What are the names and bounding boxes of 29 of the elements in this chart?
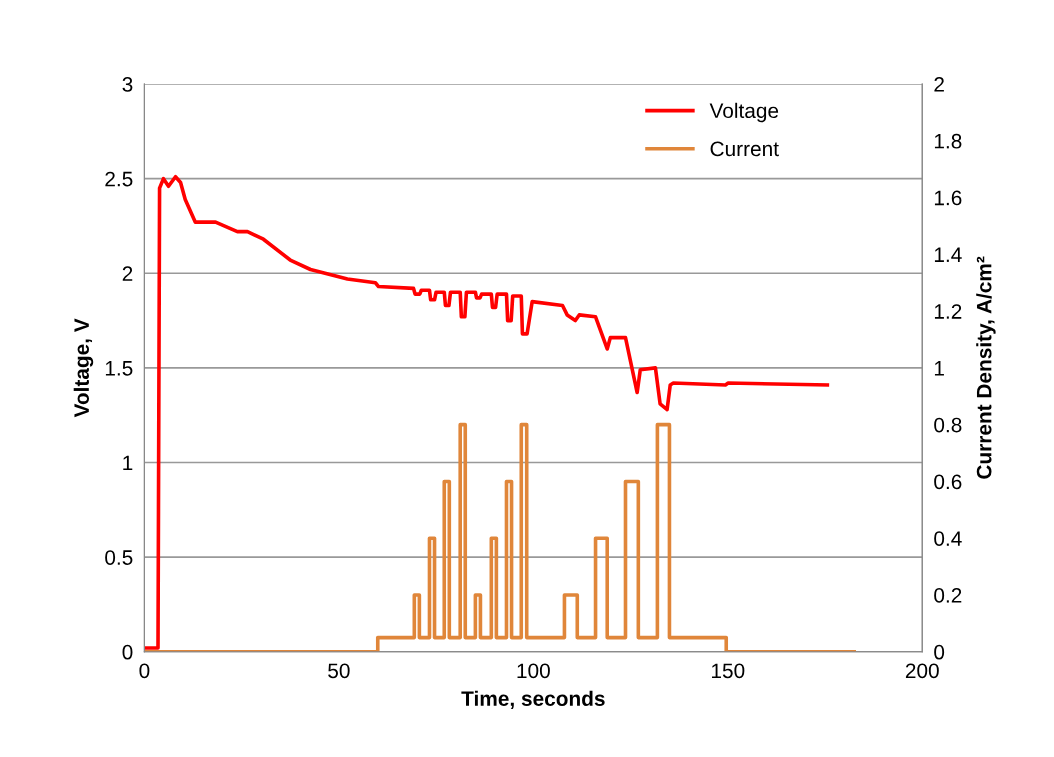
x-tick-label: 0 <box>139 663 150 679</box>
y2-tick-label: 0.8 <box>934 417 962 433</box>
y2-tick-label: 0.2 <box>934 588 962 603</box>
y-axis-title: Voltage, V <box>73 318 94 418</box>
y-tick-label: 0 <box>122 644 133 660</box>
legend-label: Voltage <box>709 102 779 123</box>
x-tick-label: 50 <box>328 663 350 679</box>
y-tick-label: 2 <box>122 266 133 281</box>
x-tick-label: 200 <box>905 663 939 679</box>
y-tick-label: 1 <box>123 455 133 471</box>
y2-tick-label: 1.8 <box>934 133 962 149</box>
y-tick-label: 0.5 <box>105 550 133 565</box>
y2-tick-label: 0.6 <box>934 474 962 490</box>
y2-axis-title: Current Density, A/cm² <box>976 256 996 479</box>
y-tick-label: 1.5 <box>105 361 133 376</box>
legend-label: Current <box>710 141 779 157</box>
y2-tick-label: 1.4 <box>934 247 962 262</box>
y2-tick-label: 1.6 <box>934 190 962 206</box>
line-series <box>144 174 830 650</box>
y2-tick-label: 0 <box>934 644 945 660</box>
y2-tick-label: 0.4 <box>934 531 962 546</box>
y-tick-label: 2.5 <box>105 171 133 187</box>
x-tick-label: 100 <box>517 663 550 679</box>
y2-tick-label: 1.2 <box>934 304 962 319</box>
x-tick-label: 150 <box>712 663 745 679</box>
y2-tick-label: 1 <box>934 361 944 376</box>
y-tick-label: 3 <box>122 77 133 92</box>
y2-tick-label: 2 <box>934 77 944 92</box>
x-axis-title: Time, seconds <box>461 690 605 709</box>
